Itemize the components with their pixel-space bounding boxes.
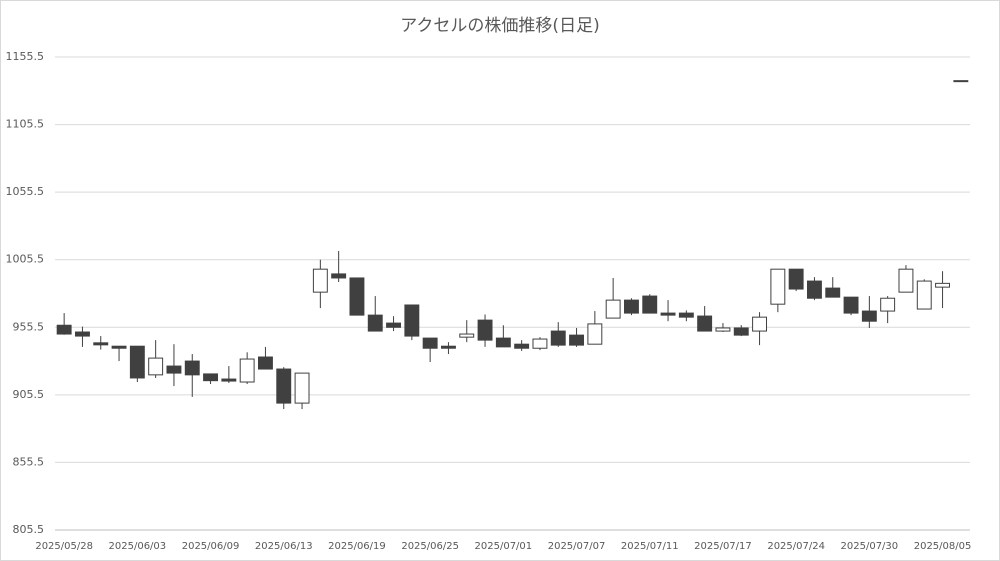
x-tick-label: 2025/06/03 bbox=[109, 541, 167, 552]
candle-body bbox=[752, 316, 768, 332]
candle-body bbox=[495, 337, 511, 348]
x-tick-label: 2025/07/17 bbox=[694, 541, 752, 552]
x-tick-label: 2025/07/01 bbox=[475, 541, 533, 552]
candle-body bbox=[697, 315, 713, 332]
candle-body bbox=[733, 327, 749, 336]
y-tick-label: 1005.5 bbox=[6, 253, 45, 266]
candle-body bbox=[257, 356, 273, 370]
candle-body bbox=[166, 365, 182, 374]
y-tick-label: 1105.5 bbox=[6, 118, 45, 131]
candle-body bbox=[861, 310, 877, 322]
candle-body bbox=[367, 314, 383, 332]
candle-body bbox=[953, 80, 969, 83]
candle-body bbox=[459, 333, 475, 338]
x-tick-label: 2025/07/24 bbox=[767, 541, 825, 552]
candle-body bbox=[239, 358, 255, 383]
candle-body bbox=[532, 338, 548, 349]
y-tick-label: 955.5 bbox=[13, 320, 45, 333]
x-tick-label: 2025/07/30 bbox=[841, 541, 899, 552]
candle-body bbox=[715, 327, 731, 332]
candle-body bbox=[440, 345, 456, 349]
x-tick-label: 2025/08/05 bbox=[914, 541, 972, 552]
x-tick-label: 2025/07/07 bbox=[548, 541, 606, 552]
candle-body bbox=[660, 312, 676, 316]
candle-body bbox=[678, 312, 694, 318]
candle-body bbox=[93, 342, 109, 346]
x-tick-label: 2025/06/09 bbox=[182, 541, 240, 552]
candle-body bbox=[880, 297, 896, 312]
candle-body bbox=[825, 287, 841, 298]
candle-body bbox=[111, 345, 127, 349]
candle-body bbox=[788, 268, 804, 290]
y-tick-label: 1155.5 bbox=[6, 50, 45, 63]
y-tick-label: 1055.5 bbox=[6, 185, 45, 198]
candle-body bbox=[276, 368, 292, 404]
candle-body bbox=[312, 268, 328, 293]
candle-body bbox=[386, 322, 402, 328]
candle-body bbox=[843, 296, 859, 314]
y-tick-label: 905.5 bbox=[13, 388, 45, 401]
candle-body bbox=[477, 319, 493, 341]
candle-body bbox=[129, 345, 145, 379]
candle-body bbox=[404, 304, 420, 337]
candle-body bbox=[916, 280, 932, 310]
candle-body bbox=[550, 330, 566, 346]
x-tick-label: 2025/07/11 bbox=[621, 541, 679, 552]
x-tick-label: 2025/06/25 bbox=[401, 541, 459, 552]
candle-body bbox=[294, 372, 310, 404]
x-tick-label: 2025/06/13 bbox=[255, 541, 313, 552]
candle-body bbox=[642, 295, 658, 314]
candle-body bbox=[349, 277, 365, 316]
candle-body bbox=[935, 282, 951, 288]
candle-body bbox=[605, 299, 621, 319]
y-tick-label: 805.5 bbox=[13, 523, 45, 536]
candle-body bbox=[56, 324, 72, 335]
candle-body bbox=[203, 373, 219, 382]
candle-body bbox=[806, 280, 822, 299]
candle-body bbox=[514, 343, 530, 349]
candle-body bbox=[331, 273, 347, 279]
candle-body bbox=[148, 357, 164, 376]
chart-title: アクセルの株価推移(日足) bbox=[400, 16, 599, 36]
candle-body bbox=[898, 268, 914, 293]
y-tick-label: 855.5 bbox=[13, 455, 45, 468]
x-tick-label: 2025/06/19 bbox=[328, 541, 386, 552]
candle-body bbox=[221, 378, 237, 382]
candle-body bbox=[623, 299, 639, 314]
candle-body bbox=[74, 331, 90, 337]
candle-body bbox=[184, 360, 200, 376]
candle-body bbox=[569, 334, 585, 346]
candle-body bbox=[587, 323, 603, 345]
candle-body bbox=[770, 268, 786, 305]
candle-body bbox=[422, 337, 438, 349]
x-tick-label: 2025/05/28 bbox=[35, 541, 93, 552]
